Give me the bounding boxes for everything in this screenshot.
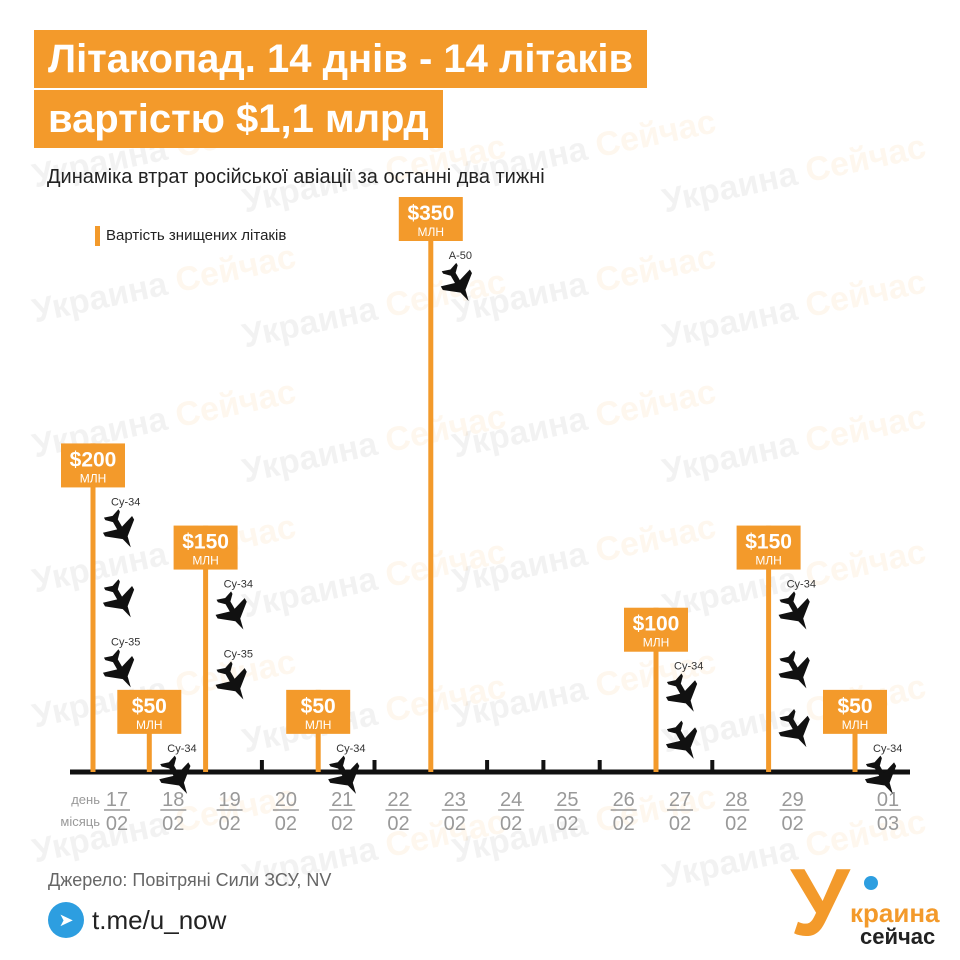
telegram-link[interactable]: ➤ t.me/u_now	[48, 902, 226, 938]
aircraft-label: Су-35	[111, 636, 140, 648]
value-label-box	[117, 689, 182, 734]
telegram-text: t.me/u_now	[92, 904, 227, 935]
row-label-day: день	[71, 792, 100, 807]
title-line-1: Літакопад. 14 днів - 14 літаків	[34, 30, 648, 88]
chart: деньмісяць1702$200МЛНСу-34Су-351802$50МЛ…	[60, 197, 910, 835]
aircraft-icon	[102, 649, 135, 688]
aircraft-label: Су-34	[674, 661, 703, 673]
tick-label-month: 03	[877, 813, 899, 835]
aircraft-label: Су-34	[224, 579, 253, 591]
value-label: $100	[633, 613, 680, 636]
aircraft-icon	[328, 755, 360, 794]
tick-label-month: 02	[218, 813, 240, 835]
value-label-box	[624, 607, 688, 652]
tick-label-day: 22	[387, 789, 409, 811]
value-label-box	[823, 689, 887, 734]
tick-label-month: 02	[275, 813, 297, 835]
verified-icon	[864, 876, 878, 890]
value-label-box	[286, 689, 351, 734]
tick-label-month: 02	[444, 813, 466, 835]
value-label-box	[398, 197, 463, 241]
value-label: $150	[182, 531, 229, 554]
tick-label-day: 01	[877, 789, 899, 811]
aircraft-label: Су-34	[167, 743, 196, 755]
value-unit: МЛН	[192, 554, 219, 568]
tick-label-day: 24	[500, 789, 522, 811]
aircraft-icon	[215, 591, 247, 630]
value-label: $50	[132, 695, 167, 718]
tick-label-month: 02	[162, 813, 184, 835]
value-unit: МЛН	[80, 471, 107, 485]
value-label: $50	[301, 695, 336, 718]
tick-label-month: 02	[781, 813, 803, 835]
tick-label-month: 02	[387, 813, 409, 835]
aircraft-icon	[665, 673, 698, 712]
aircraft-icon	[778, 709, 810, 748]
aircraft-icon	[215, 661, 247, 700]
tick-label-day: 28	[725, 789, 747, 811]
value-label: $50	[837, 695, 872, 718]
aircraft-label: Су-34	[111, 496, 140, 508]
aircraft-label: Су-34	[787, 579, 816, 591]
aircraft-icon	[102, 579, 135, 618]
tick-label-day: 27	[669, 789, 691, 811]
tick-label-month: 02	[500, 813, 522, 835]
title-line-2: вартістю $1,1 млрд	[34, 90, 443, 148]
value-unit: МЛН	[305, 718, 332, 732]
tick-label-day: 29	[781, 789, 803, 811]
aircraft-icon	[440, 262, 472, 301]
logo-line-1: краина	[850, 898, 940, 928]
legend-label: Вартість знищених літаків	[106, 226, 287, 244]
value-unit: МЛН	[418, 225, 445, 239]
value-label-box	[61, 443, 125, 488]
aircraft-icon	[102, 509, 135, 548]
value-label-box	[736, 525, 801, 570]
legend: Вартість знищених літаків	[95, 226, 286, 246]
value-label: $200	[70, 448, 117, 471]
value-label-box	[173, 525, 238, 570]
tick-label-day: 18	[162, 789, 184, 811]
value-unit: МЛН	[755, 554, 782, 568]
tick-label-day: 26	[613, 789, 635, 811]
aircraft-icon	[665, 720, 698, 759]
tick-label-day: 20	[275, 789, 297, 811]
logo: У краина сейчас	[790, 849, 950, 956]
subtitle: Динаміка втрат російської авіації за ост…	[47, 166, 545, 188]
telegram-icon: ➤	[48, 902, 84, 938]
tick-label-month: 02	[725, 813, 747, 835]
aircraft-label: А-50	[449, 250, 472, 262]
logo-line-2: сейчас	[860, 924, 936, 949]
tick-label-month: 02	[613, 813, 635, 835]
aircraft-icon	[778, 650, 810, 689]
tick-label-day: 17	[106, 789, 128, 811]
tick-label-month: 02	[669, 813, 691, 835]
aircraft-icon	[159, 755, 191, 794]
tick-label-day: 19	[218, 789, 240, 811]
tick-label-month: 02	[331, 813, 353, 835]
value-unit: МЛН	[136, 718, 163, 732]
aircraft-label: Су-35	[224, 649, 253, 661]
aircraft-icon	[778, 591, 810, 630]
value-label: $350	[407, 202, 454, 225]
logo-letter: У	[790, 849, 850, 956]
value-label: $150	[745, 531, 792, 554]
value-unit: МЛН	[643, 636, 670, 650]
aircraft-label: Су-34	[873, 743, 902, 755]
tick-label-month: 02	[556, 813, 578, 835]
tick-label-day: 21	[331, 789, 353, 811]
aircraft-label: Су-34	[336, 743, 365, 755]
tick-label-day: 23	[444, 789, 466, 811]
value-unit: МЛН	[842, 718, 869, 732]
tick-label-month: 02	[106, 813, 128, 835]
aircraft-icon	[864, 755, 897, 794]
source: Джерело: Повітряні Сили ЗСУ, NV	[48, 870, 332, 890]
row-label-month: місяць	[60, 814, 100, 829]
legend-swatch	[95, 226, 100, 246]
tick-label-day: 25	[556, 789, 578, 811]
